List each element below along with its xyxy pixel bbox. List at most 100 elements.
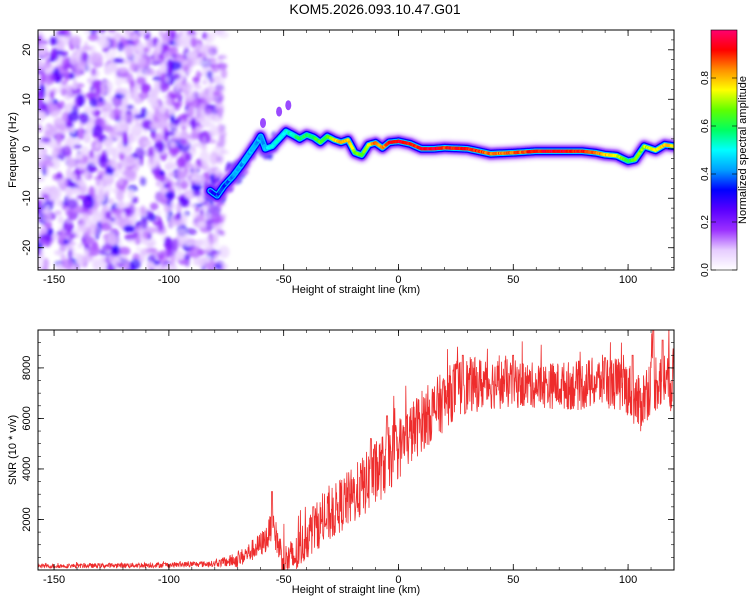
noise-blob xyxy=(49,36,58,46)
noise-blob xyxy=(201,96,213,105)
noise-blob xyxy=(73,138,81,145)
noise-blob xyxy=(187,133,200,140)
noise-blob xyxy=(113,57,123,64)
noise-blob xyxy=(185,193,192,199)
noise-blob xyxy=(126,104,134,110)
colorbar-gradient xyxy=(711,30,737,270)
noise-blob xyxy=(167,172,176,177)
noise-blob xyxy=(94,84,102,97)
noise-blob xyxy=(98,154,108,169)
noise-blob xyxy=(141,219,148,230)
noise-blob xyxy=(211,78,219,84)
noise-blob xyxy=(103,124,114,133)
noise-blob xyxy=(70,126,76,134)
noise-blob xyxy=(88,186,95,198)
x-tick-label: 50 xyxy=(507,274,519,286)
noise-blob xyxy=(198,92,203,98)
noise-blob xyxy=(152,76,162,82)
noise-blob xyxy=(51,150,58,159)
noise-blob xyxy=(84,200,92,207)
noise-blob xyxy=(62,222,74,232)
noise-blob xyxy=(61,258,73,270)
noise-blob xyxy=(184,57,196,68)
noise-blob xyxy=(185,228,197,236)
noise-blob xyxy=(58,199,64,207)
noise-blob xyxy=(158,113,168,122)
figure-title: KOM5.2026.093.10.47.G01 xyxy=(289,1,460,17)
noise-blob xyxy=(217,54,227,60)
noise-blob xyxy=(50,71,56,82)
noise-blob xyxy=(161,39,169,45)
noise-blob xyxy=(79,112,90,124)
ridge-outlier xyxy=(276,106,283,117)
noise-blob xyxy=(165,246,172,258)
noise-blob xyxy=(164,131,176,136)
y-tick-label: 10 xyxy=(21,93,33,105)
noise-blob xyxy=(92,204,99,215)
noise-blob xyxy=(192,76,200,83)
noise-blob xyxy=(69,53,78,66)
noise-blob xyxy=(118,246,126,256)
noise-blob xyxy=(127,189,135,200)
colorbar-tick-label: 0.2 xyxy=(700,215,711,229)
noise-blob xyxy=(124,46,133,58)
noise-blob xyxy=(221,249,227,257)
noise-blob xyxy=(155,181,161,187)
noise-blob xyxy=(159,30,164,38)
noise-blob xyxy=(131,196,139,204)
noise-blob xyxy=(161,94,170,100)
noise-blob xyxy=(53,249,65,256)
noise-blob xyxy=(77,242,83,249)
noise-blob xyxy=(149,70,156,76)
noise-blob xyxy=(164,212,170,219)
noise-blob xyxy=(159,170,165,176)
noise-blob xyxy=(106,83,112,97)
noise-blob xyxy=(38,138,45,151)
noise-blob xyxy=(136,76,147,85)
noise-blob xyxy=(216,214,226,223)
ridge-outlier xyxy=(285,100,292,111)
noise-blob xyxy=(109,157,117,166)
noise-blob xyxy=(179,119,186,128)
noise-blob xyxy=(91,67,97,76)
colorbar-tick-label: 0.6 xyxy=(700,119,711,133)
x-tick-label: 100 xyxy=(619,574,637,586)
noise-blob xyxy=(49,90,55,100)
noise-blob xyxy=(72,78,78,91)
noise-blob xyxy=(167,109,176,116)
noise-blob xyxy=(140,83,151,93)
noise-blob xyxy=(111,33,120,39)
noise-blob xyxy=(137,58,146,66)
noise-blob xyxy=(98,38,111,49)
noise-blob xyxy=(49,187,62,201)
noise-blob xyxy=(167,58,172,72)
x-tick-label: 0 xyxy=(395,574,401,586)
noise-blob xyxy=(159,264,164,270)
noise-blob xyxy=(80,50,88,62)
noise-blob xyxy=(121,149,127,155)
noise-blob xyxy=(56,50,64,55)
noise-blob xyxy=(45,63,56,73)
noise-blob xyxy=(130,91,136,99)
y-tick-label: 6000 xyxy=(21,406,33,430)
noise-blob xyxy=(132,253,140,260)
noise-blob xyxy=(38,202,43,215)
noise-blob xyxy=(61,70,70,76)
noise-blob xyxy=(123,113,133,122)
noise-blob xyxy=(138,91,150,100)
noise-blob xyxy=(151,95,158,104)
noise-blob xyxy=(81,45,93,51)
noise-blob xyxy=(55,30,66,36)
noise-blob xyxy=(138,30,150,35)
noise-blob xyxy=(220,79,225,85)
noise-blob xyxy=(99,83,107,96)
noise-blob xyxy=(176,156,186,169)
noise-blob xyxy=(63,239,69,244)
noise-blob xyxy=(200,153,209,167)
noise-blob xyxy=(161,99,168,111)
noise-blob xyxy=(44,128,55,139)
snr-series-line xyxy=(38,330,674,570)
noise-blob xyxy=(201,136,207,150)
x-tick-label: -50 xyxy=(276,274,292,286)
